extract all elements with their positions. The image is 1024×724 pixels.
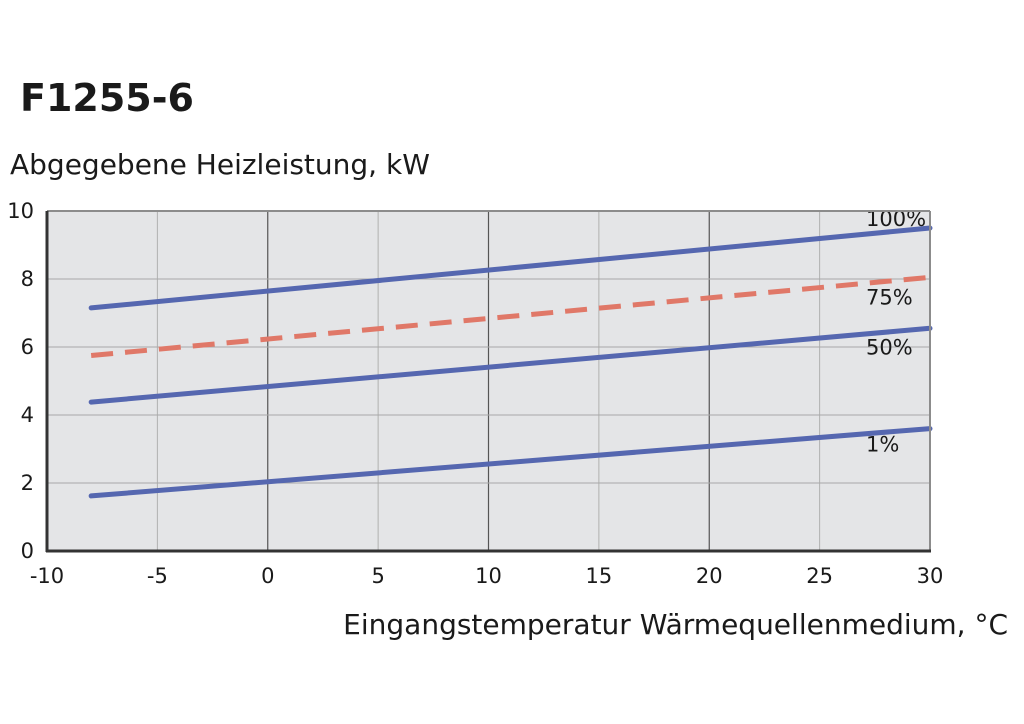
x-tick-label: 30 (917, 564, 944, 588)
series-line (90, 274, 931, 358)
x-tick-label: -10 (30, 564, 64, 588)
y-tick-label: 4 (21, 403, 34, 427)
y-tick-label: 8 (21, 267, 34, 291)
series-label: 50% (866, 335, 913, 359)
series-line (88, 225, 933, 311)
series-label: 75% (866, 285, 913, 309)
y-tick-label: 2 (21, 471, 34, 495)
series-line (88, 426, 933, 499)
axis-ticks: -10 -5 0 5 10 15 20 25 30 0 2 4 6 8 10 (7, 199, 943, 588)
y-tick-label: 6 (21, 335, 34, 359)
x-tick-label: 0 (261, 564, 274, 588)
series-lines (88, 225, 933, 499)
x-tick-label: 20 (696, 564, 723, 588)
plot-frame (45, 210, 931, 553)
x-tick-label: 10 (475, 564, 502, 588)
series-line (88, 325, 933, 405)
x-axis-label: Eingangstemperatur Wärmequellenmedium, °… (343, 608, 1008, 641)
y-axis-label: Abgegebene Heizleistung, kW (10, 148, 430, 181)
x-tick-label: 25 (806, 564, 833, 588)
series-label: 1% (866, 433, 899, 457)
y-tick-label: 0 (21, 539, 34, 563)
x-tick-label: 15 (586, 564, 613, 588)
y-tick-label: 10 (7, 199, 34, 223)
x-tick-label: 5 (371, 564, 384, 588)
grid-lines (47, 211, 930, 551)
chart-title: F1255-6 (20, 76, 194, 120)
x-tick-label: -5 (147, 564, 168, 588)
